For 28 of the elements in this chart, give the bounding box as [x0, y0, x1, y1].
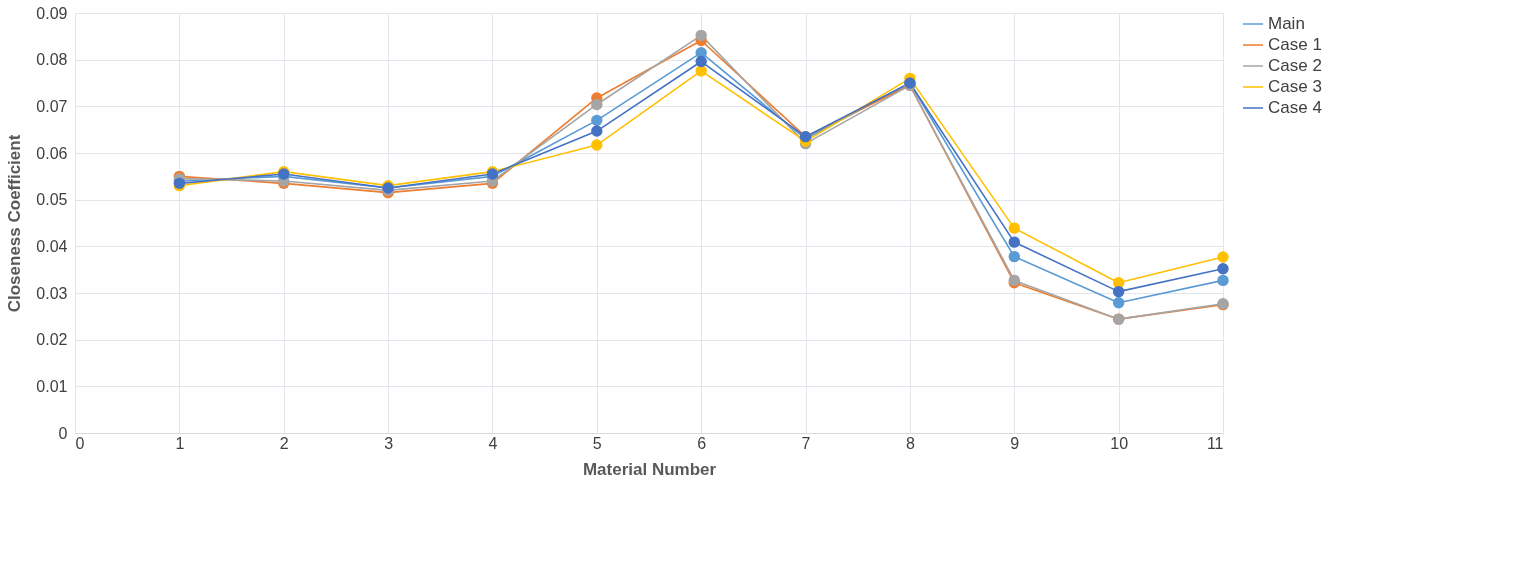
y-tick-label: 0.06 — [36, 144, 68, 162]
x-tick-label: 10 — [1110, 434, 1129, 452]
legend-label: Case 2 — [1268, 56, 1322, 75]
x-tick-label: 8 — [905, 434, 915, 452]
y-tick-label: 0.07 — [36, 97, 68, 115]
x-tick-label: 4 — [488, 434, 498, 452]
x-axis-title: Material Number — [582, 459, 717, 479]
x-tick-label: 2 — [279, 434, 289, 452]
x-tick-label: 6 — [697, 434, 707, 452]
x-tick-label: 0 — [75, 434, 85, 452]
y-tick-label: 0.02 — [36, 331, 68, 349]
y-tick-label: 0.08 — [36, 51, 68, 69]
y-tick-label: 0.01 — [36, 377, 68, 395]
legend-label: Main — [1268, 14, 1305, 33]
x-tick-label: 3 — [384, 434, 394, 452]
legend-label: Case 3 — [1268, 77, 1322, 96]
x-tick-label: 11 — [1206, 434, 1224, 452]
x-tick-label: 5 — [592, 434, 602, 452]
y-tick-label: 0.04 — [36, 237, 68, 255]
y-axis-title: Closeness Coefficient — [5, 134, 25, 313]
y-tick-label: 0.05 — [36, 191, 68, 209]
legend-label: Case 1 — [1268, 35, 1322, 54]
y-tick-label: 0.03 — [36, 284, 68, 302]
x-tick-label: 1 — [175, 434, 185, 452]
legend-label: Case 4 — [1268, 98, 1322, 117]
y-tick-label: 0.09 — [36, 4, 68, 22]
x-tick-label: 7 — [801, 434, 811, 452]
x-tick-label: 9 — [1010, 434, 1020, 452]
